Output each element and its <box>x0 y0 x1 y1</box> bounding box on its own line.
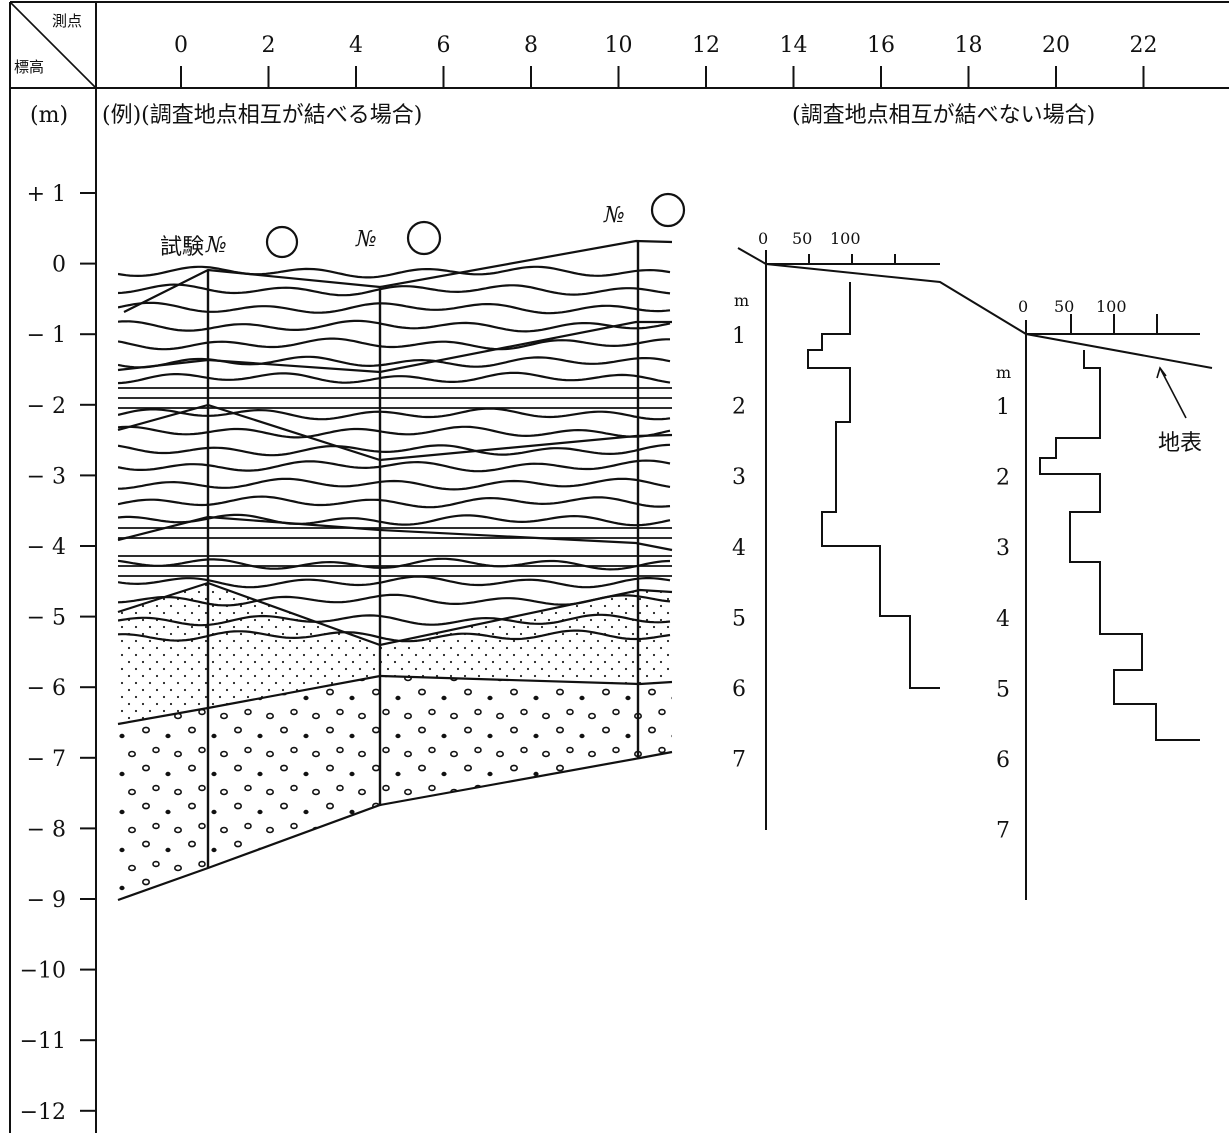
clay-wave-line <box>118 319 671 333</box>
x-tick-label: 4 <box>349 33 363 58</box>
clay-wave-line <box>118 425 671 439</box>
depth-label: 6 <box>996 748 1010 773</box>
log-a-scale-0: 0 <box>758 229 768 248</box>
test-no-label-2: № <box>355 227 377 252</box>
elevation-tick-label: − 2 <box>27 394 66 419</box>
gravel-layer <box>118 676 672 900</box>
elevation-tick-label: − 7 <box>27 747 66 772</box>
test-label: 試験 <box>160 235 204 260</box>
x-tick-label: 8 <box>524 33 538 58</box>
depth-label: 4 <box>996 607 1010 632</box>
elevation-tick-label: −12 <box>20 1100 66 1125</box>
elevation-tick-label: − 3 <box>27 464 66 489</box>
test-no-label-3: № <box>603 203 625 228</box>
clay-wave-line <box>118 355 671 369</box>
clay-wave-line <box>118 557 671 571</box>
unit-label: (m) <box>30 103 68 128</box>
clay-wave-line <box>118 407 671 421</box>
clay-wave-line <box>118 443 671 457</box>
log-b-n-value-trace <box>1039 350 1200 741</box>
log-a-depth-labels: 1 2 3 4 5 6 7 <box>732 324 746 773</box>
geologic-section <box>117 239 673 902</box>
log-a-n-value-trace <box>807 282 940 689</box>
depth-label: 7 <box>732 748 746 773</box>
elevation-axis-ticks: + 1 0 − 1 − 2 − 3 − 4 − 5 − 6 − 7 − 8 − 9 −10 −11 −12 <box>20 182 96 1125</box>
log-b-scale-100: 100 <box>1096 297 1127 316</box>
elevation-tick-label: − 1 <box>27 323 66 348</box>
log-b-scale-50: 50 <box>1054 297 1074 316</box>
log-b-depth-unit: m <box>996 363 1011 382</box>
ground-surface-label: 地表 <box>1158 431 1202 456</box>
x-tick-label: 2 <box>262 33 276 58</box>
clay-wave-line <box>118 301 671 315</box>
depth-label: 6 <box>732 677 746 702</box>
clay-wave-line <box>118 265 671 279</box>
log-a-scale-50: 50 <box>792 229 812 248</box>
depth-label: 5 <box>996 677 1010 702</box>
clay-wave-line <box>118 283 671 297</box>
elevation-tick-label: − 6 <box>27 676 66 701</box>
elevation-tick-label: − 8 <box>27 817 66 842</box>
x-tick-label: 12 <box>692 33 720 58</box>
test-point-labels: 試験 № № № <box>160 192 686 260</box>
log-b-scale-0: 0 <box>1018 297 1028 316</box>
corner-label-station: 測点 <box>52 12 82 30</box>
log-b-depth-labels: 1 2 3 4 5 6 7 <box>996 395 1010 844</box>
depth-label: 3 <box>996 536 1010 561</box>
clay-wave-line <box>118 575 671 589</box>
depth-label: 4 <box>732 536 746 561</box>
depth-label: 1 <box>732 324 746 349</box>
x-tick-label: 6 <box>437 33 451 58</box>
log-a-depth-unit: m <box>734 291 749 310</box>
elevation-tick-label: − 4 <box>27 535 66 560</box>
clay-wave-line <box>118 459 671 473</box>
depth-label: 2 <box>732 395 746 420</box>
n-value-log-b: 0 50 100 m 1 2 3 4 5 6 7 地表 <box>996 297 1202 900</box>
left-section-title: (例)(調査地点相互が結べる場合) <box>102 103 422 128</box>
test-number-circle-3 <box>650 192 686 228</box>
x-tick-label: 0 <box>174 33 188 58</box>
test-number-circle-1 <box>265 225 299 259</box>
chart-frame <box>9 1 1229 1133</box>
clay-wave-line <box>118 371 671 385</box>
clay-wave-line <box>118 513 671 527</box>
depth-label: 7 <box>996 819 1010 844</box>
elevation-tick-label: − 9 <box>27 888 66 913</box>
depth-label: 2 <box>996 466 1010 491</box>
silt-layer-lines <box>118 387 672 577</box>
depth-label: 1 <box>996 395 1010 420</box>
x-tick-label: 10 <box>605 33 633 58</box>
x-axis-ticks: 0 2 4 6 8 10 12 14 16 18 20 22 <box>174 33 1158 88</box>
clay-wave-line <box>118 613 671 627</box>
x-tick-label: 20 <box>1042 33 1070 58</box>
elevation-tick-label: + 1 <box>27 182 66 207</box>
elevation-tick-label: −10 <box>20 959 66 984</box>
depth-label: 3 <box>732 465 746 490</box>
right-section-title: (調査地点相互が結べない場合) <box>792 103 1095 128</box>
depth-label: 5 <box>732 606 746 631</box>
elevation-tick-label: −11 <box>20 1029 66 1054</box>
borehole-lines <box>206 241 640 868</box>
corner-label-elevation: 標高 <box>14 58 44 76</box>
clay-wave-line <box>118 629 671 643</box>
x-tick-label: 16 <box>867 33 895 58</box>
test-number-circle-2 <box>406 220 442 256</box>
clay-wave-line <box>118 477 671 491</box>
x-tick-label: 22 <box>1130 33 1158 58</box>
clay-wave-line <box>118 495 671 509</box>
x-tick-label: 18 <box>955 33 983 58</box>
elevation-tick-label: − 5 <box>27 606 66 631</box>
x-tick-label: 14 <box>780 33 808 58</box>
clay-wave-line <box>118 337 670 351</box>
ground-surface-arrow <box>1159 367 1187 419</box>
log-a-scale-100: 100 <box>830 229 861 248</box>
test-no-label-1: № <box>205 233 227 258</box>
sand-layer <box>118 583 672 724</box>
elevation-tick-label: 0 <box>52 253 66 278</box>
